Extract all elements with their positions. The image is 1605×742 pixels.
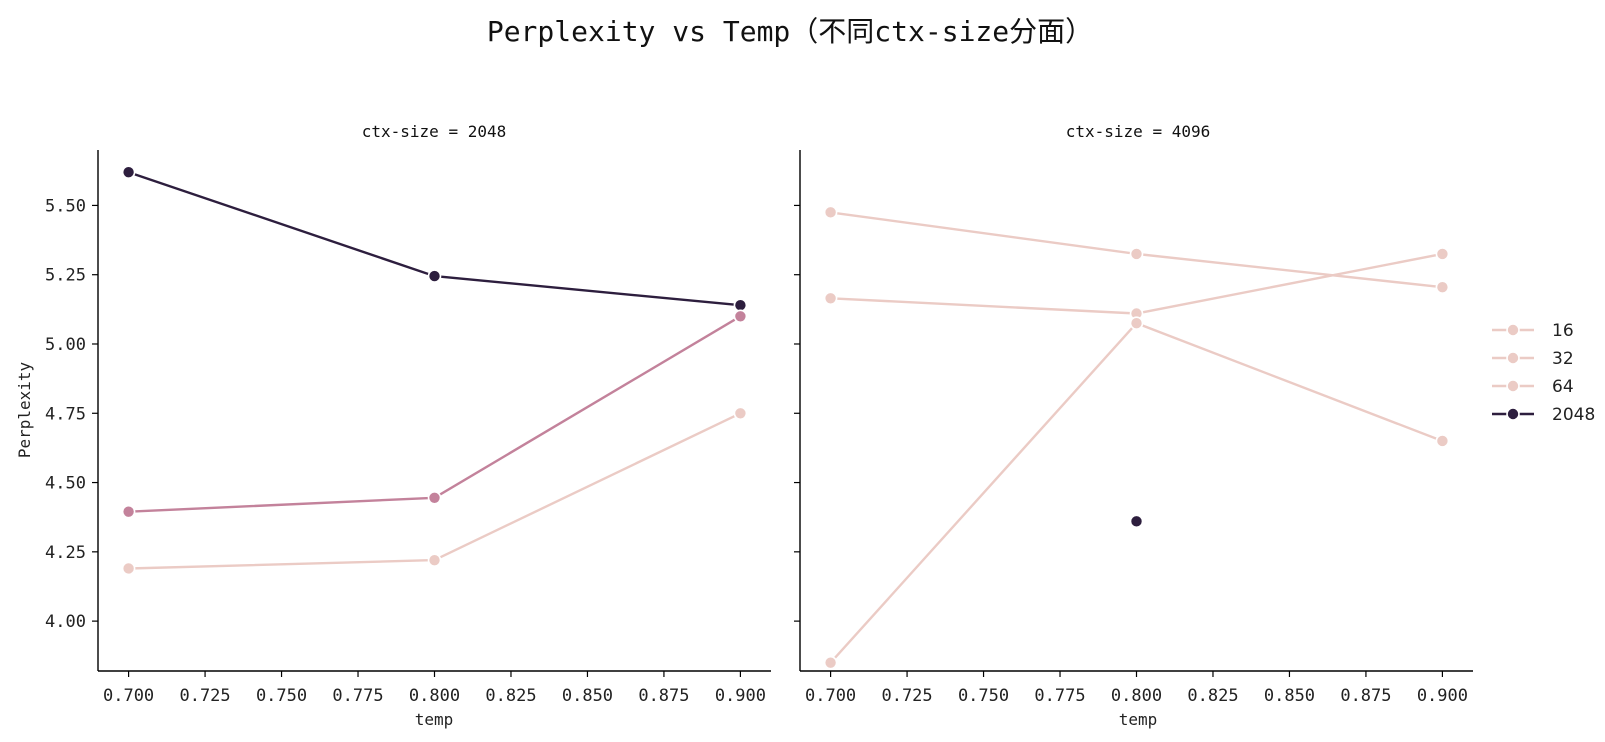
legend-marker <box>1506 407 1520 421</box>
legend-marker <box>1506 379 1520 393</box>
legend-label: 64 <box>1552 377 1574 397</box>
x-tick-label-left: 0.900 <box>715 686 766 706</box>
data-point-right-0 <box>823 205 838 220</box>
facet-right: ctx-size = 4096 temp 0.700 0.725 0.750 0.77… <box>794 122 1473 729</box>
data-point-right-2 <box>1435 434 1450 448</box>
x-tick-label-right: 0.750 <box>958 686 1009 706</box>
data-point-left-1 <box>733 309 748 324</box>
x-tick-label-right: 0.825 <box>1187 686 1238 706</box>
x-tick-label-left: 0.725 <box>179 686 230 706</box>
data-point-right-2 <box>823 655 838 670</box>
legend: 16 32 64 2048 <box>1492 321 1595 425</box>
data-point-left-0 <box>733 298 748 312</box>
data-point-right-0 <box>1435 280 1450 294</box>
data-point-right-1 <box>823 291 838 306</box>
x-tick-label-left: 0.775 <box>332 686 383 706</box>
legend-marker <box>1506 351 1520 365</box>
series-line-right-2 <box>829 321 1443 664</box>
y-tick-label: 5.00 <box>45 335 86 355</box>
legend-label: 32 <box>1552 349 1574 369</box>
data-point-left-0 <box>427 269 442 283</box>
series-line-right-1 <box>830 252 1443 315</box>
data-point-right-0 <box>1129 247 1144 261</box>
series-line-left-0 <box>128 171 741 307</box>
x-tick-label-right: 0.900 <box>1417 686 1468 706</box>
y-tick-label: 4.25 <box>45 543 86 563</box>
y-tick-label: 5.50 <box>45 196 86 216</box>
legend-marker <box>1506 323 1520 337</box>
data-point-left-1 <box>121 504 136 519</box>
x-tick-label-right: 0.875 <box>1340 686 1391 706</box>
facet-title-left: ctx-size = 2048 <box>362 122 507 141</box>
x-tick-label-right: 0.850 <box>1264 686 1315 706</box>
x-tick-label-left: 0.750 <box>256 686 307 706</box>
plot-area-left: 0.700 0.725 0.750 0.775 0.800 0.825 0.850 0.875… <box>45 150 771 706</box>
data-point-right-3 <box>1129 514 1144 529</box>
data-point-right-2 <box>1129 316 1144 331</box>
series-line-left-1 <box>128 315 742 513</box>
x-tick-label-right: 0.700 <box>805 686 856 706</box>
data-point-left-2 <box>427 553 442 567</box>
data-point-left-2 <box>121 561 136 576</box>
x-tick-label-right: 0.725 <box>881 686 932 706</box>
x-tick-label-left: 0.700 <box>103 686 154 706</box>
data-point-left-1 <box>427 490 442 505</box>
legend-label: 16 <box>1552 321 1574 341</box>
x-tick-label-left: 0.800 <box>409 686 460 706</box>
data-point-left-2 <box>733 406 748 421</box>
facet-left: ctx-size = 2048 Perplexity temp 0.700 0.7… <box>15 122 771 729</box>
plot-area-right: 0.700 0.725 0.750 0.775 0.800 0.825 0.850 0.875… <box>794 150 1473 706</box>
x-tick-label-left: 0.875 <box>638 686 689 706</box>
y-axis-title: Perplexity <box>15 361 34 458</box>
data-point-left-0 <box>121 165 136 179</box>
x-tick-label-right: 0.800 <box>1111 686 1162 706</box>
chart-title: Perplexity vs Temp（不同ctx-size分面） <box>487 15 1093 48</box>
y-tick-label: 4.00 <box>45 612 86 632</box>
x-tick-label-left: 0.825 <box>485 686 536 706</box>
x-axis-title-left: temp <box>415 710 454 729</box>
y-tick-label: 5.25 <box>45 266 86 286</box>
x-tick-label-left: 0.850 <box>562 686 613 706</box>
data-point-right-1 <box>1435 247 1450 261</box>
facet-title-right: ctx-size = 4096 <box>1066 122 1211 141</box>
y-tick-label: 4.75 <box>45 404 86 424</box>
legend-label: 2048 <box>1552 405 1595 425</box>
y-tick-label: 4.50 <box>45 474 86 494</box>
x-axis-title-right: temp <box>1119 710 1158 729</box>
series-line-left-2 <box>128 412 741 570</box>
x-tick-label-right: 0.775 <box>1034 686 1085 706</box>
